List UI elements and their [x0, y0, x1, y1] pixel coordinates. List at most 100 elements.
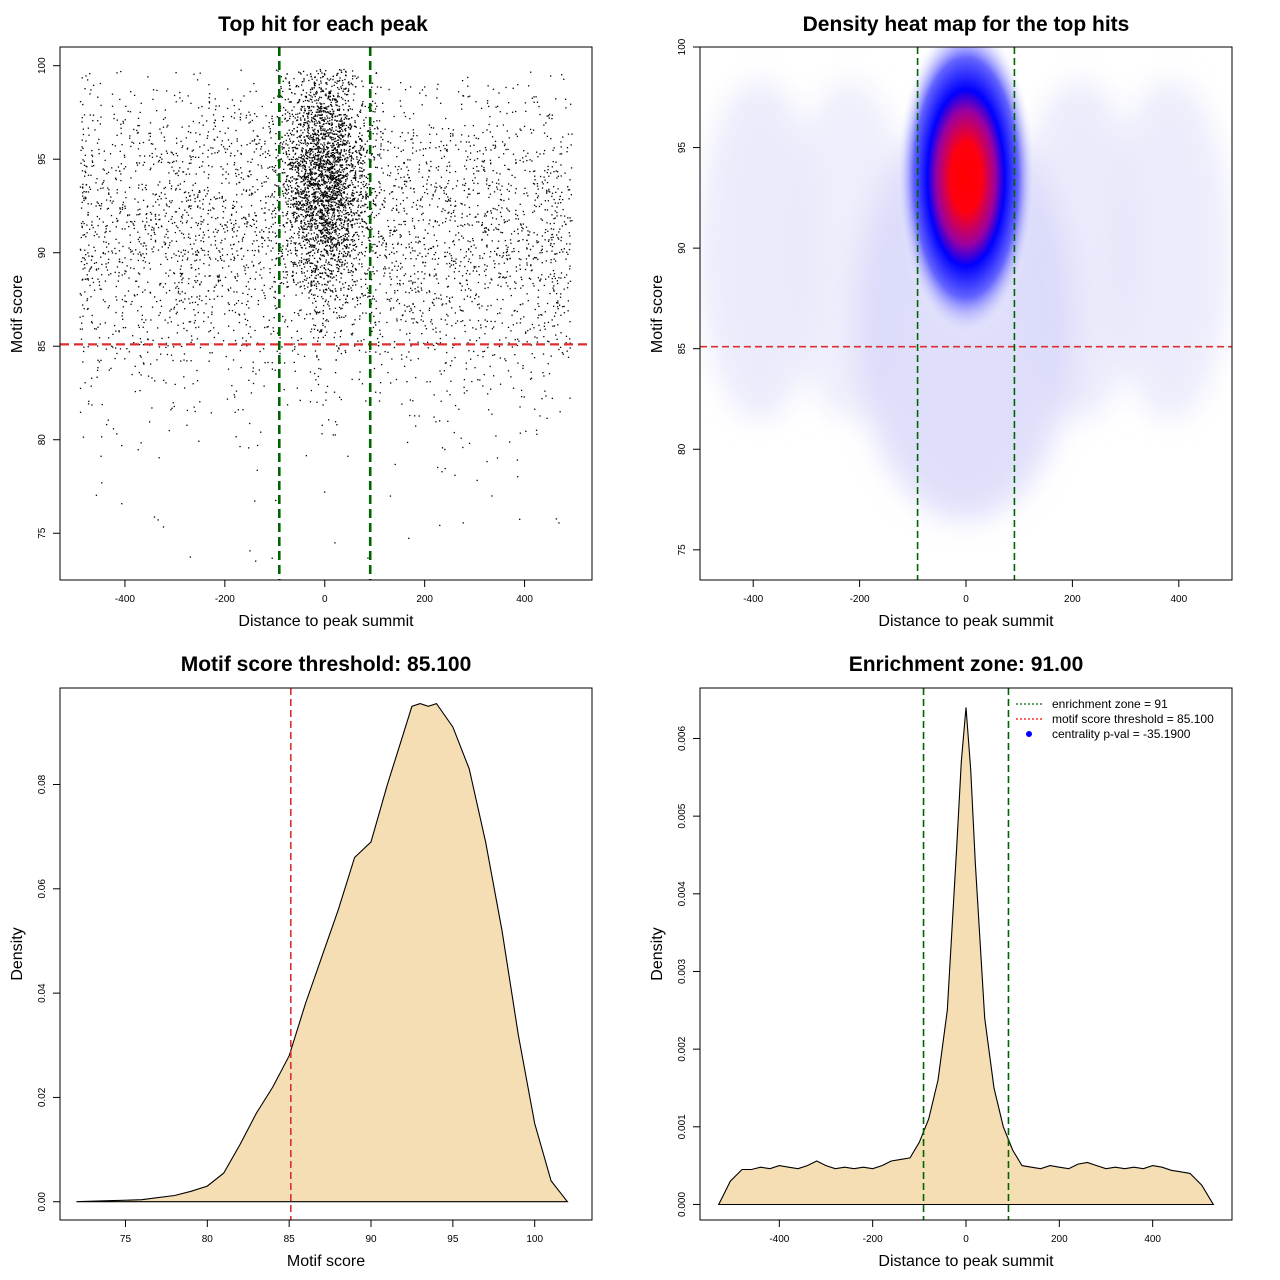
scatter-point: [305, 208, 308, 211]
scatter-point: [569, 217, 571, 219]
scatter-point: [533, 327, 535, 329]
scatter-point: [325, 288, 327, 290]
scatter-point: [409, 414, 411, 417]
scatter-point: [332, 190, 334, 192]
scatter-point: [453, 431, 455, 434]
scatter-point: [387, 149, 389, 152]
scatter-point: [298, 100, 300, 102]
scatter-point: [163, 209, 165, 211]
scatter-point: [142, 141, 145, 144]
scatter-point: [182, 249, 185, 251]
scatter-point: [208, 101, 211, 103]
scatter-point: [196, 296, 198, 298]
scatter-point: [236, 140, 238, 142]
scatter-point: [378, 236, 380, 238]
scatter-point: [410, 187, 412, 189]
scatter-point: [258, 245, 260, 248]
scatter-point: [122, 245, 124, 248]
scatter-point: [331, 204, 333, 207]
scatter-point: [331, 219, 333, 222]
scatter-point: [329, 117, 331, 119]
scatter-point: [250, 192, 253, 194]
scatter-point: [270, 226, 273, 228]
scatter-point: [447, 127, 450, 130]
scatter-point: [287, 98, 289, 100]
scatter-point: [311, 229, 313, 231]
scatter-point: [152, 205, 154, 207]
scatter-point: [335, 231, 337, 233]
scatter-point: [306, 313, 308, 316]
scatter-point: [325, 227, 328, 229]
scatter-point: [252, 367, 254, 369]
scatter-point: [397, 169, 399, 171]
scatter-point: [107, 262, 109, 264]
scatter-point: [553, 198, 555, 201]
scatter-point: [199, 401, 201, 403]
scatter-point: [211, 216, 213, 219]
scatter-point: [325, 162, 328, 165]
scatter-point: [237, 275, 239, 277]
scatter-point: [380, 143, 382, 145]
scatter-point: [497, 228, 500, 231]
scatter-point: [157, 198, 159, 201]
scatter-point: [181, 281, 183, 284]
scatter-point: [163, 187, 165, 190]
scatter-point: [537, 156, 539, 158]
scatter-point: [124, 300, 126, 302]
scatter-point: [506, 248, 508, 250]
scatter-point: [214, 98, 216, 100]
scatter-point: [384, 197, 386, 199]
scatter-point: [171, 200, 173, 202]
scatter-point: [434, 191, 436, 193]
scatter-point: [435, 167, 438, 169]
scatter-point: [161, 337, 163, 340]
scatter-point: [98, 138, 100, 141]
scatter-point: [390, 297, 392, 300]
scatter-point: [239, 116, 241, 119]
scatter-point: [529, 328, 531, 330]
scatter-point: [179, 188, 181, 191]
scatter-point: [526, 159, 528, 162]
scatter-point: [374, 108, 377, 110]
scatter-point: [463, 178, 465, 180]
scatter-point: [449, 253, 451, 255]
scatter-point: [348, 213, 351, 216]
scatter-point: [462, 95, 465, 97]
scatter-point: [294, 117, 296, 119]
scatter-point: [173, 308, 175, 310]
scatter-point: [452, 188, 454, 190]
scatter-point: [200, 240, 202, 242]
scatter-point: [452, 129, 455, 131]
scatter-point: [282, 283, 285, 285]
scatter-point: [548, 117, 550, 119]
scatter-point: [149, 122, 152, 124]
scatter-point: [408, 231, 410, 233]
scatter-point: [333, 243, 335, 246]
scatter-point: [186, 211, 188, 214]
scatter-point: [170, 321, 173, 323]
scatter-point: [227, 288, 229, 291]
scatter-point: [160, 132, 163, 134]
scatter-point: [112, 346, 114, 348]
scatter-point: [329, 235, 332, 237]
scatter-point: [254, 214, 257, 217]
scatter-point: [253, 140, 255, 142]
scatter-point: [354, 172, 357, 175]
scatter-point: [546, 181, 549, 184]
scatter-point: [336, 312, 338, 314]
scatter-point: [238, 313, 240, 315]
scatter-point: [520, 287, 522, 289]
scatter-point: [390, 172, 392, 174]
scatter-point: [421, 289, 423, 291]
scatter-point: [119, 211, 122, 213]
scatter-point: [432, 195, 434, 197]
scatter-point: [528, 231, 531, 233]
scatter-point: [391, 251, 393, 253]
scatter-point: [118, 242, 120, 244]
scatter-point: [310, 389, 313, 392]
scatter-point: [535, 96, 537, 98]
scatter-point: [255, 271, 257, 273]
scatter-point: [307, 143, 310, 145]
scatter-point: [106, 269, 109, 271]
scatter-point: [326, 319, 328, 321]
